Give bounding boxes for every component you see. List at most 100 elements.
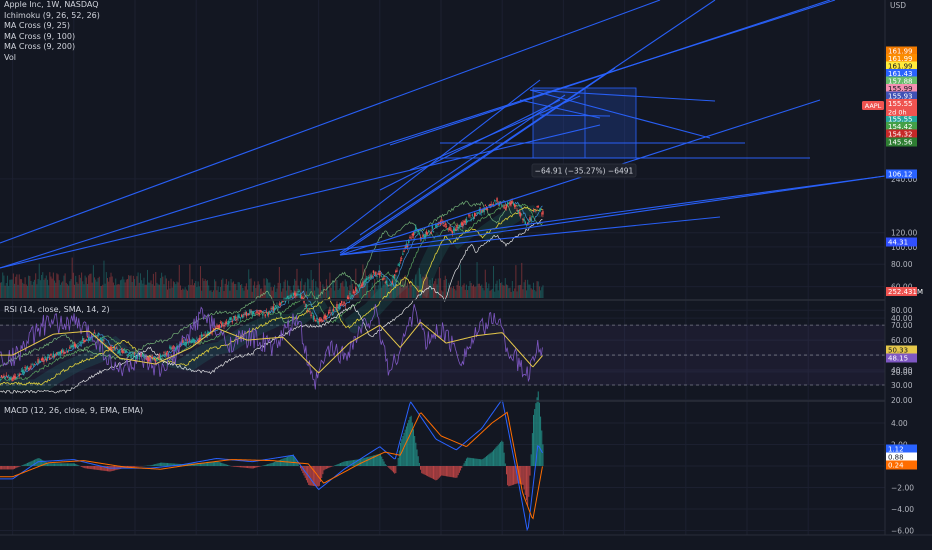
candle-body	[155, 360, 157, 363]
volume-bar	[61, 282, 63, 298]
volume-bar	[338, 288, 340, 298]
volume-bar	[408, 287, 410, 298]
candle-body	[260, 311, 263, 312]
macd-hist-bar	[109, 466, 111, 472]
volume-bar	[68, 285, 70, 298]
volume-bar	[387, 277, 389, 298]
candle-body	[204, 332, 206, 334]
macd-hist-bar	[318, 466, 320, 486]
candle-body	[38, 360, 40, 363]
candle-body	[351, 295, 353, 297]
macd-hist-bar	[50, 463, 52, 466]
candle-body	[344, 305, 346, 306]
volume-bar	[270, 287, 272, 298]
candle-body	[355, 286, 357, 292]
volume-bar	[358, 289, 360, 298]
rsi-legend[interactable]: RSI (14, close, SMA, 14, 2)	[4, 305, 110, 314]
candle-body	[37, 359, 39, 363]
macd-hist-bar	[99, 466, 101, 471]
candle-body	[255, 312, 257, 314]
macd-hist-bar	[480, 459, 482, 466]
indicator-ma-cross-200[interactable]: MA Cross (9, 200)	[4, 42, 76, 51]
candle-body	[82, 338, 84, 341]
macd-hist-bar	[63, 463, 65, 466]
macd-hist-bar	[395, 466, 397, 474]
volume-bar	[106, 278, 108, 298]
macd-hist-bar	[274, 461, 276, 466]
volume-bar	[252, 285, 254, 298]
macd-hist-bar	[350, 460, 352, 466]
macd-hist-bar	[2, 466, 4, 470]
volume-bar	[111, 276, 113, 298]
volume-bar	[178, 264, 180, 298]
volume-bar	[311, 280, 313, 298]
volume-bar	[43, 279, 45, 298]
macd-hist-bar	[408, 420, 410, 466]
candle-body	[285, 298, 288, 300]
volume-bar	[151, 284, 153, 298]
candle-body	[248, 313, 250, 316]
symbol-title[interactable]: Apple Inc, 1W, NASDAQ	[4, 0, 99, 9]
volume-bar	[175, 284, 177, 298]
macd-hist-bar	[409, 416, 411, 466]
measure-tool[interactable]: −64.91 (−35.27%) −6491	[531, 163, 637, 178]
volume-bar	[524, 279, 526, 298]
macd-hist-bar	[444, 466, 446, 477]
macd-hist-bar	[54, 463, 56, 466]
time-axis[interactable]	[0, 534, 932, 550]
indicator-ichimoku[interactable]: Ichimoku (9, 26, 52, 26)	[4, 10, 100, 20]
indicator-ma-cross-25[interactable]: MA Cross (9, 25)	[4, 21, 70, 30]
macd-hist-bar	[184, 463, 186, 466]
price-tick-label: 20.00	[891, 368, 913, 377]
volume-bar	[135, 285, 137, 298]
macd-hist-bar	[329, 466, 331, 468]
candle-body	[71, 345, 73, 348]
volume-bar	[457, 280, 459, 298]
macd-hist-bar	[149, 465, 151, 466]
indicator-volume[interactable]: Vol	[4, 52, 16, 62]
macd-hist-bar	[484, 457, 486, 466]
volume-bar	[248, 269, 250, 298]
candle-body	[205, 334, 208, 336]
macd-hist-bar	[531, 433, 533, 466]
macd-hist-bar	[15, 466, 17, 469]
volume-bar	[58, 280, 60, 298]
candle-body	[343, 301, 345, 304]
macd-hist-bar	[217, 461, 219, 466]
candle-body	[27, 367, 30, 370]
candle-body	[126, 355, 129, 357]
candle-body	[50, 353, 52, 356]
candle-body	[49, 357, 51, 360]
candle-body	[518, 212, 521, 214]
macd-hist-bar	[26, 462, 28, 466]
macd-hist-bar	[269, 463, 271, 466]
volume-bar	[255, 287, 257, 298]
volume-bar	[221, 279, 223, 298]
macd-legend[interactable]: MACD (12, 26, close, 9, EMA, EMA)	[4, 406, 144, 415]
candle-body	[59, 351, 62, 356]
trendline-drawings[interactable]	[0, 0, 886, 269]
trendline	[409, 95, 581, 171]
candle-body	[415, 226, 417, 231]
candle-body	[488, 204, 490, 206]
candle-body	[472, 217, 475, 219]
volume-bar	[375, 285, 377, 298]
macd-hist-bar	[228, 465, 230, 466]
macd-hist-bar	[279, 459, 281, 466]
macd-hist-bar	[242, 466, 244, 468]
macd-hist-bar	[24, 464, 26, 466]
macd-hist-bar	[61, 463, 63, 466]
volume-bar	[444, 275, 446, 298]
macd-hist-bar	[365, 457, 367, 466]
candle-body	[269, 311, 271, 312]
volume-bar	[321, 289, 323, 298]
indicator-ma-cross-100[interactable]: MA Cross (9, 100)	[4, 31, 76, 41]
candle-body	[326, 315, 329, 317]
macd-hist-bar	[465, 458, 467, 466]
candle-body	[292, 293, 295, 296]
volume-bar	[501, 282, 503, 298]
volume-bar	[51, 278, 53, 298]
volume-bar	[298, 290, 300, 298]
macd-hist-bar	[43, 460, 45, 466]
